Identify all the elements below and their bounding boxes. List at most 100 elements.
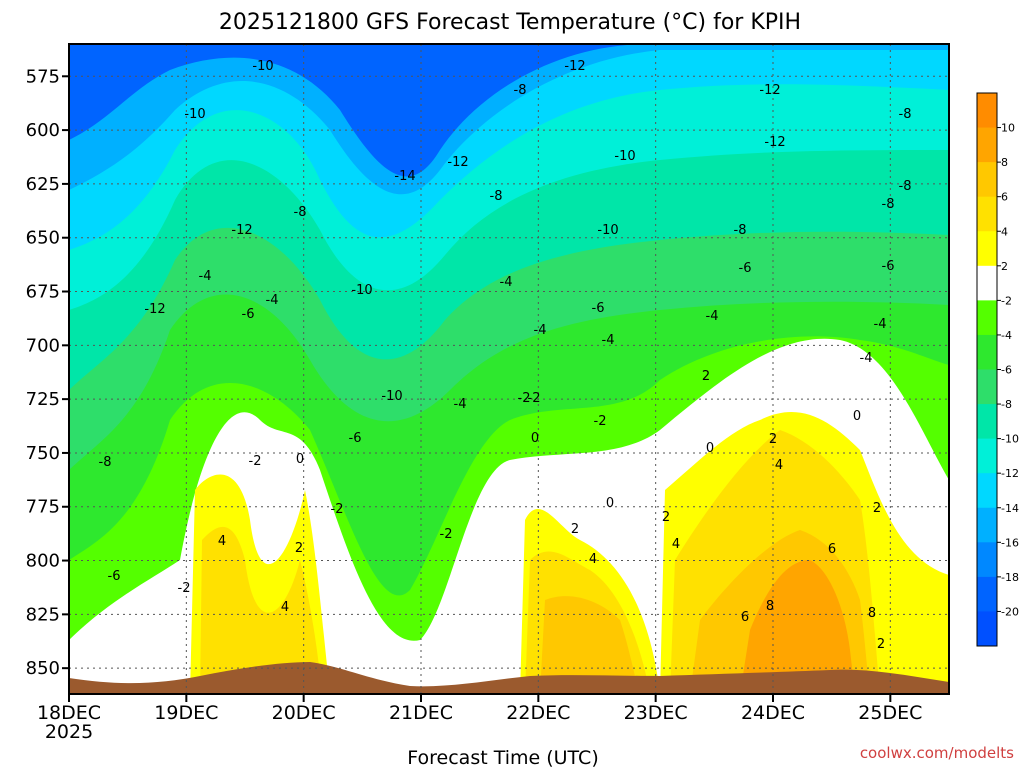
contour-label: 4	[281, 600, 289, 615]
contour-label: -6	[349, 431, 362, 446]
x-tick-label: 18DEC	[37, 702, 101, 724]
colorbar-label: -4	[1001, 329, 1012, 342]
colorbar-swatch	[977, 231, 997, 267]
colorbar-swatch	[977, 507, 997, 543]
contour-label: -2	[249, 454, 262, 469]
contour-label: 2	[662, 510, 670, 525]
plot-frame	[68, 43, 950, 695]
colorbar-swatch	[977, 196, 997, 232]
colorbar-swatch	[977, 404, 997, 440]
contour-label: -2	[440, 527, 453, 542]
colorbar-label: -14	[1001, 502, 1019, 515]
contour-label: 6	[741, 610, 749, 625]
colorbar-label: -10	[1001, 433, 1019, 446]
contour-label: 0	[853, 409, 861, 424]
contour-label: 4	[672, 537, 680, 552]
y-tick-label: 600	[26, 120, 60, 141]
y-tick-label: 775	[26, 497, 60, 518]
contour-label: -2	[518, 391, 531, 406]
contour-label: 8	[868, 606, 876, 621]
contour-label: 4	[589, 552, 597, 567]
contour-label: -10	[597, 223, 618, 238]
x-tick-label: 24DEC	[741, 702, 805, 724]
y-tick-label: 575	[26, 66, 60, 87]
contour-label: -6	[592, 301, 605, 316]
contour-labels: -10 -12 -8 -10 -12 -8 -14 -12 -8 -10 -12 -8 -8 -10 -12…	[99, 59, 912, 652]
colorbar-swatch	[977, 369, 997, 405]
contour-label: -6	[739, 261, 752, 276]
contour-label: -4	[500, 275, 513, 290]
x-tick-label: 19DEC	[154, 702, 218, 724]
contour-label: 2	[769, 432, 777, 447]
contour-label: -4	[199, 269, 212, 284]
colorbar-label: 2	[1001, 260, 1008, 273]
contour-label: -12	[144, 302, 165, 317]
colorbar-swatch	[977, 265, 997, 301]
contour-label: -4	[706, 309, 719, 324]
colorbar-swatch	[977, 576, 997, 612]
colorbar-swatch	[977, 438, 997, 474]
contour-label: 0	[531, 431, 539, 446]
plot-gridlines	[68, 44, 949, 694]
colorbar-label: -8	[1001, 398, 1012, 411]
colorbar-swatch	[977, 300, 997, 336]
contour-label: -4	[266, 293, 279, 308]
y-tick-label: 800	[26, 551, 60, 572]
y-tick-label: 650	[26, 228, 60, 249]
y-tick-label: 825	[26, 604, 60, 625]
contour-label: -8	[899, 179, 912, 194]
contour-label: -2	[331, 502, 344, 517]
contour-label: -6	[882, 259, 895, 274]
x-tick-label: 20DEC	[272, 702, 336, 724]
contour-label: -6	[108, 569, 121, 584]
contour-label: -6	[242, 307, 255, 322]
colorbar-swatch	[977, 334, 997, 370]
contour-label: 4	[775, 458, 783, 473]
chart-title: 2025121800 GFS Forecast Temperature (°C)…	[219, 10, 801, 35]
y-tick-label: 700	[26, 335, 60, 356]
contour-label: -12	[764, 135, 785, 150]
x-tick-label: 22DEC	[506, 702, 570, 724]
colorbar-label: 8	[1001, 156, 1008, 169]
terrain	[69, 662, 949, 694]
x-tick-label: 21DEC	[389, 702, 453, 724]
contour-label: -4	[602, 333, 615, 348]
contour-label: 2	[571, 522, 579, 537]
contour-label: -14	[394, 169, 415, 184]
contour-label: -8	[294, 205, 307, 220]
x-axis-label: Forecast Time (UTC)	[407, 747, 598, 768]
contour-label: -10	[252, 59, 273, 74]
temperature-fill-area	[69, 44, 949, 694]
y-axis-ticks: 575 600 625 650 675 700 725 750 775 800 825 850	[26, 66, 69, 679]
band-plus-8	[740, 560, 855, 694]
contour-label: -8	[734, 223, 747, 238]
colorbar-swatch	[977, 127, 997, 163]
colorbar-label: -18	[1001, 571, 1019, 584]
contour-label: -8	[899, 107, 912, 122]
colorbar-label: 10	[1001, 122, 1015, 135]
colorbar-label: -2	[1001, 294, 1012, 307]
contour-label: 2	[295, 541, 303, 556]
contour-label: -10	[351, 283, 372, 298]
contour-label: -12	[231, 223, 252, 238]
colorbar-label: -12	[1001, 467, 1019, 480]
contour-label: 2	[877, 637, 885, 652]
contour-label: -2	[178, 581, 191, 596]
colorbar-swatch	[977, 473, 997, 509]
colorbar-swatch	[977, 542, 997, 578]
contour-label: 2	[702, 369, 710, 384]
contour-label: -10	[614, 149, 635, 164]
colorbar-label: 4	[1001, 225, 1008, 238]
colorbar: 10 8 6 4 2 -2 -4 -6 -8 -10 -12 -14 -16 -18 -20	[976, 92, 1019, 647]
y-tick-label: 750	[26, 443, 60, 464]
contour-label: -10	[381, 389, 402, 404]
colorbar-label: 6	[1001, 191, 1008, 204]
colorbar-swatch	[977, 611, 997, 647]
credit-text: coolwx.com/modelts	[860, 744, 1014, 762]
contour-label: -10	[184, 107, 205, 122]
contour-label: -12	[759, 83, 780, 98]
contour-label: -4	[860, 351, 873, 366]
x-tick-label: 23DEC	[624, 702, 688, 724]
contour-label: 2	[873, 501, 881, 516]
x-axis-year: 2025	[45, 721, 93, 743]
